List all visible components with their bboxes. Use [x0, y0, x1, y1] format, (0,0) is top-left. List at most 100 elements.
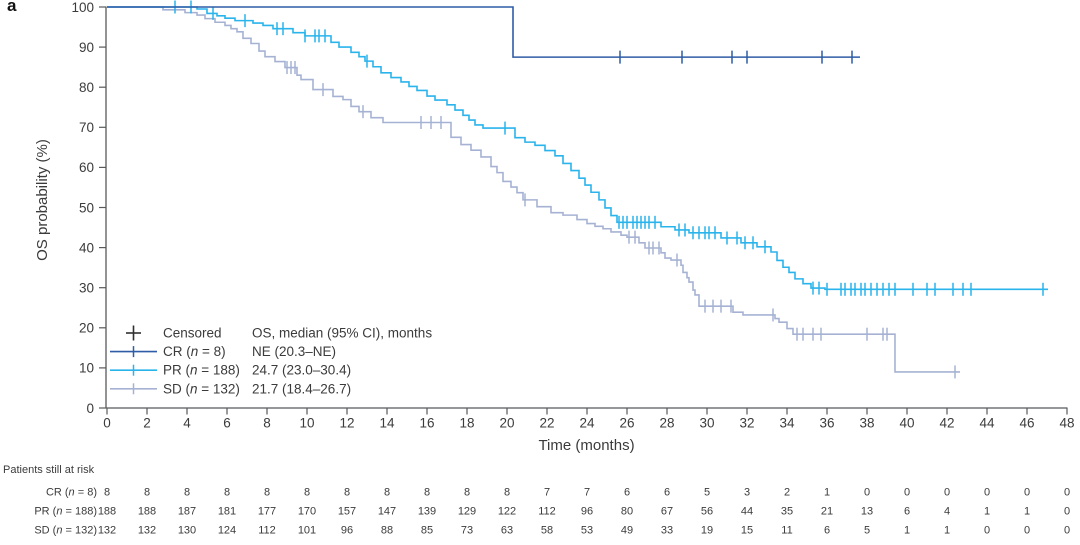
risk-count: 7 — [584, 487, 590, 499]
y-tick-label: 10 — [79, 361, 94, 376]
risk-row-label: CR (n = 8) — [46, 487, 97, 499]
legend-entry-label: PR (n = 188) — [163, 363, 240, 378]
risk-count: 8 — [264, 487, 270, 499]
risk-count: 139 — [418, 506, 436, 518]
risk-count: 157 — [338, 506, 356, 518]
risk-count: 8 — [184, 487, 190, 499]
x-tick-label: 34 — [779, 416, 795, 431]
risk-count: 0 — [984, 525, 990, 537]
risk-count: 130 — [178, 525, 196, 537]
risk-row-label: PR (n = 188) — [34, 506, 97, 518]
risk-count: 6 — [824, 525, 830, 537]
y-tick-label: 40 — [79, 240, 94, 255]
risk-count: 35 — [781, 506, 793, 518]
risk-count: 3 — [744, 487, 750, 499]
risk-count: 6 — [904, 506, 910, 518]
risk-count: 8 — [224, 487, 230, 499]
risk-count: 8 — [344, 487, 350, 499]
y-axis-title: OS probability (%) — [34, 139, 51, 261]
x-tick-label: 0 — [103, 416, 111, 431]
risk-count: 8 — [304, 487, 310, 499]
legend-entry-value: NE (20.3–NE) — [252, 344, 336, 359]
risk-count: 21 — [821, 506, 833, 518]
risk-count: 63 — [501, 525, 513, 537]
x-tick-label: 12 — [339, 416, 354, 431]
risk-count: 8 — [424, 487, 430, 499]
x-tick-label: 38 — [859, 416, 874, 431]
y-tick-label: 80 — [79, 80, 94, 95]
risk-count: 53 — [581, 525, 593, 537]
y-tick-label: 60 — [79, 160, 94, 175]
risk-count: 80 — [621, 506, 633, 518]
risk-table-title: Patients still at risk — [3, 464, 95, 476]
risk-count: 0 — [984, 487, 990, 499]
risk-count: 13 — [861, 506, 873, 518]
legend-entry-value: 21.7 (18.4–26.7) — [252, 381, 351, 396]
cr-curve — [107, 6, 860, 58]
risk-count: 177 — [258, 506, 276, 518]
risk-count: 8 — [504, 487, 510, 499]
risk-count: 96 — [581, 506, 593, 518]
y-tick-label: 30 — [79, 281, 94, 296]
risk-count: 6 — [624, 487, 630, 499]
risk-count: 1 — [904, 525, 910, 537]
legend-entry-value: 24.7 (23.0–30.4) — [252, 363, 351, 378]
x-tick-label: 18 — [459, 416, 474, 431]
risk-count: 112 — [538, 506, 556, 518]
risk-count: 7 — [544, 487, 550, 499]
risk-count: 122 — [498, 506, 516, 518]
risk-count: 1 — [824, 487, 830, 499]
x-tick-label: 36 — [819, 416, 834, 431]
x-tick-label: 48 — [1059, 416, 1074, 431]
risk-count: 101 — [298, 525, 316, 537]
risk-count: 5 — [864, 525, 870, 537]
x-tick-label: 24 — [579, 416, 595, 431]
pr-curve — [107, 6, 1048, 291]
risk-count: 0 — [944, 487, 950, 499]
sd-curve — [107, 6, 960, 373]
legend-entry-label: CR (n = 8) — [163, 344, 226, 359]
x-tick-label: 32 — [739, 416, 754, 431]
panel-label: a — [7, 0, 17, 15]
risk-count: 8 — [464, 487, 470, 499]
risk-count: 44 — [741, 506, 753, 518]
risk-count: 96 — [341, 525, 353, 537]
y-tick-label: 70 — [79, 120, 94, 135]
x-tick-label: 10 — [299, 416, 314, 431]
risk-count: 1 — [1024, 506, 1030, 518]
x-tick-label: 2 — [143, 416, 151, 431]
x-tick-label: 8 — [263, 416, 271, 431]
x-axis-title: Time (months) — [538, 437, 634, 454]
x-tick-label: 22 — [539, 416, 554, 431]
risk-count: 0 — [1064, 525, 1070, 537]
risk-count: 8 — [144, 487, 150, 499]
y-tick-label: 90 — [79, 40, 94, 55]
risk-count: 58 — [541, 525, 553, 537]
risk-count: 124 — [218, 525, 236, 537]
risk-count: 49 — [621, 525, 633, 537]
risk-count: 88 — [381, 525, 393, 537]
risk-count: 112 — [258, 525, 276, 537]
x-tick-label: 46 — [1019, 416, 1034, 431]
risk-count: 6 — [664, 487, 670, 499]
risk-count: 0 — [1064, 506, 1070, 518]
risk-count: 67 — [661, 506, 673, 518]
legend-censored-label: Censored — [163, 326, 222, 341]
risk-count: 73 — [461, 525, 473, 537]
risk-count: 15 — [741, 525, 753, 537]
x-tick-label: 20 — [499, 416, 514, 431]
risk-count: 33 — [661, 525, 673, 537]
x-tick-label: 28 — [659, 416, 674, 431]
risk-count: 188 — [98, 506, 116, 518]
risk-count: 8 — [104, 487, 110, 499]
x-tick-label: 40 — [899, 416, 914, 431]
risk-count: 0 — [1024, 525, 1030, 537]
x-tick-label: 44 — [979, 416, 995, 431]
risk-count: 132 — [138, 525, 156, 537]
risk-count: 8 — [384, 487, 390, 499]
x-tick-label: 14 — [379, 416, 395, 431]
x-tick-label: 42 — [939, 416, 954, 431]
risk-count: 170 — [298, 506, 316, 518]
